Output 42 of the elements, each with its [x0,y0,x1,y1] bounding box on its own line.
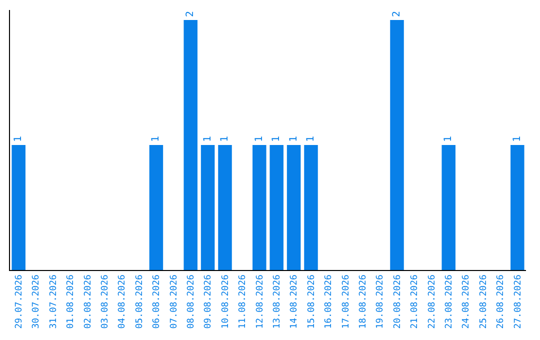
x-tick-label: 16.08.2026 [324,274,334,329]
x-tick-label: 05.08.2026 [134,274,145,329]
x-tick-label: 12.08.2026 [255,274,266,329]
data-label: 2 [392,10,402,17]
x-tick-label: 02.08.2026 [83,274,94,329]
x-tick-label: 08.08.2026 [186,274,197,329]
x-tick-label: 30.07.2026 [32,274,42,329]
data-label: 1 [512,136,523,142]
data-label: 1 [288,136,300,142]
x-tick-label: 31.07.2026 [48,274,59,329]
x-tick-label: 15.08.2026 [306,274,317,329]
data-label: 1 [150,136,162,142]
x-tick-label: 23.08.2026 [444,274,455,329]
x-tick-label: 06.08.2026 [152,274,162,329]
data-label: 1 [220,136,230,142]
x-tick-label: 03.08.2026 [100,274,111,329]
x-tick-label: 19.08.2026 [376,274,386,329]
x-tick-label: 26.08.2026 [496,274,506,329]
x-tick-label: 07.08.2026 [169,274,180,329]
x-tick-label: 25.08.2026 [478,274,489,329]
x-tick-label: 22.08.2026 [427,274,438,329]
data-label: 2 [185,10,196,17]
x-tick-label: 01.08.2026 [66,274,76,329]
data-label: 1 [306,136,316,142]
x-tick-label: 10.08.2026 [220,274,231,329]
x-tick-label: 20.08.2026 [392,274,403,329]
x-tick-label: 14.08.2026 [290,274,300,329]
data-label: 1 [13,136,24,142]
data-label: 1 [202,136,214,142]
x-tick-label: 29.07.2026 [14,274,25,329]
x-tick-label: 21.08.2026 [410,274,420,329]
x-tick-label: 24.08.2026 [462,274,472,329]
x-tick-label: 11.08.2026 [238,274,248,329]
data-label: 1 [443,136,454,142]
data-label: 1 [254,136,265,142]
x-tick-label: 04.08.2026 [118,274,128,329]
data-label: 1 [271,136,282,142]
x-tick-label: 09.08.2026 [204,274,214,329]
x-tick-label: 27.08.2026 [513,274,524,329]
x-tick-label: 17.08.2026 [341,274,352,329]
x-tick-label: 13.08.2026 [272,274,283,329]
x-tick-label: 18.08.2026 [358,274,369,329]
